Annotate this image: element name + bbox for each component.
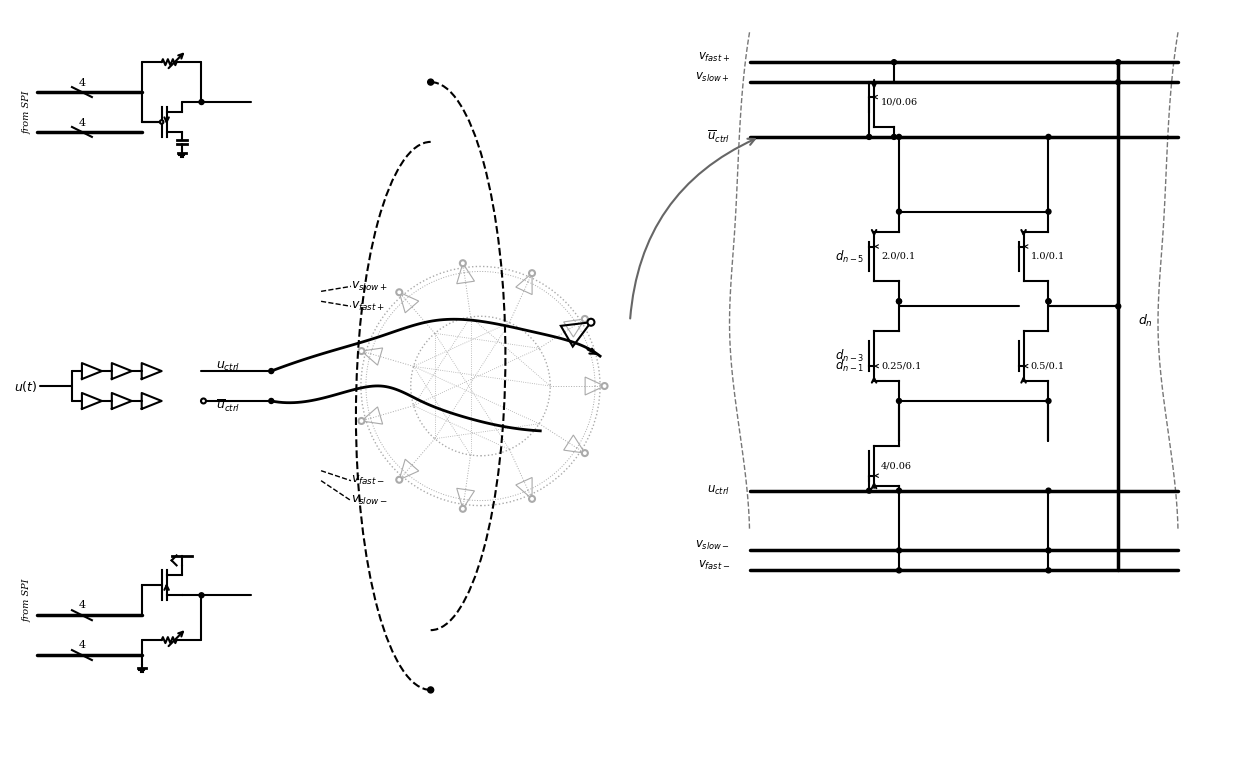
Text: 4: 4 <box>78 118 86 128</box>
Circle shape <box>269 369 274 373</box>
Text: $d_{n-5}$: $d_{n-5}$ <box>835 248 864 265</box>
Text: $v_{slow-}$: $v_{slow-}$ <box>694 539 729 552</box>
Circle shape <box>1116 80 1121 84</box>
Text: $v_{slow-}$: $v_{slow-}$ <box>351 494 388 507</box>
Circle shape <box>867 488 872 493</box>
Text: 4/0.06: 4/0.06 <box>882 462 913 470</box>
Text: $v_{fast-}$: $v_{fast-}$ <box>698 559 729 572</box>
Circle shape <box>1116 59 1121 65</box>
Circle shape <box>897 568 901 572</box>
Circle shape <box>892 59 897 65</box>
Circle shape <box>529 496 534 502</box>
Circle shape <box>897 299 901 304</box>
Circle shape <box>529 270 534 276</box>
Circle shape <box>198 593 205 597</box>
Text: 2.0/0.1: 2.0/0.1 <box>882 252 915 261</box>
Circle shape <box>897 134 901 139</box>
Circle shape <box>198 99 205 105</box>
Text: 1.0/0.1: 1.0/0.1 <box>1030 252 1065 261</box>
Circle shape <box>460 506 466 512</box>
Circle shape <box>1116 304 1121 308</box>
Text: $d_{n-3}$: $d_{n-3}$ <box>835 348 864 364</box>
Text: 0.25/0.1: 0.25/0.1 <box>882 362 921 371</box>
Circle shape <box>358 418 365 424</box>
Circle shape <box>1047 398 1052 404</box>
Circle shape <box>1047 568 1052 572</box>
Circle shape <box>269 398 274 404</box>
Circle shape <box>201 398 206 404</box>
Text: $u_{ctrl}$: $u_{ctrl}$ <box>217 359 241 373</box>
Text: 0.5/0.1: 0.5/0.1 <box>1030 362 1065 371</box>
Circle shape <box>1047 299 1052 304</box>
Circle shape <box>160 120 164 123</box>
Text: $\overline{u}_{ctrl}$: $\overline{u}_{ctrl}$ <box>707 129 729 145</box>
Text: $v_{slow+}$: $v_{slow+}$ <box>694 70 729 84</box>
Circle shape <box>1047 548 1052 553</box>
Circle shape <box>428 79 434 85</box>
Text: $v_{fast+}$: $v_{fast+}$ <box>698 51 729 64</box>
Circle shape <box>397 289 402 295</box>
Circle shape <box>1047 209 1052 214</box>
Circle shape <box>1047 488 1052 493</box>
Text: $u_{ctrl}$: $u_{ctrl}$ <box>707 484 729 497</box>
Text: $u(t)$: $u(t)$ <box>14 379 37 394</box>
Text: from SPI: from SPI <box>22 579 31 622</box>
Circle shape <box>428 687 434 693</box>
Text: 4: 4 <box>78 78 86 88</box>
Text: 4: 4 <box>78 601 86 610</box>
Text: 4: 4 <box>78 640 86 650</box>
Text: $v_{fast-}$: $v_{fast-}$ <box>351 474 384 487</box>
Circle shape <box>897 488 901 493</box>
Circle shape <box>397 476 402 483</box>
Text: from SPI: from SPI <box>22 91 31 134</box>
Circle shape <box>892 134 897 139</box>
Circle shape <box>582 316 588 322</box>
Circle shape <box>867 134 872 139</box>
Circle shape <box>358 348 365 354</box>
Circle shape <box>460 260 466 266</box>
Circle shape <box>601 383 608 389</box>
Circle shape <box>897 548 901 553</box>
Circle shape <box>1047 134 1052 139</box>
Text: $\overline{u}_{ctrl}$: $\overline{u}_{ctrl}$ <box>217 398 241 414</box>
Circle shape <box>897 299 901 304</box>
Text: 10/0.06: 10/0.06 <box>882 98 918 106</box>
Text: $d_{n-1}$: $d_{n-1}$ <box>835 358 864 374</box>
Circle shape <box>588 319 594 326</box>
Circle shape <box>582 450 588 456</box>
Circle shape <box>1047 299 1052 304</box>
Circle shape <box>897 209 901 214</box>
Circle shape <box>897 398 901 404</box>
Text: $d_n$: $d_n$ <box>1138 313 1153 330</box>
Text: $v_{slow+}$: $v_{slow+}$ <box>351 280 388 293</box>
Text: $v_{fast+}$: $v_{fast+}$ <box>351 300 384 313</box>
